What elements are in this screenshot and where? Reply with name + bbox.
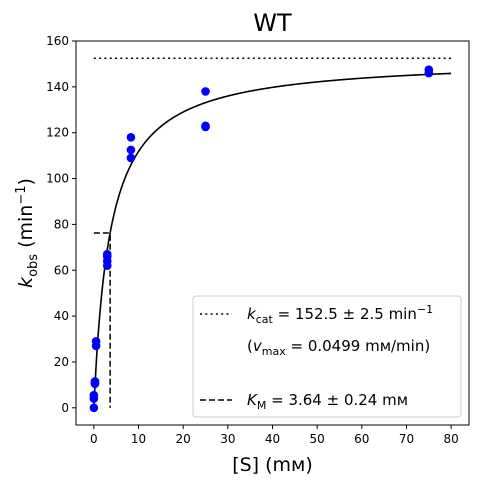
x-tick-label: 10 bbox=[131, 432, 146, 446]
x-tick-label: 50 bbox=[310, 432, 325, 446]
plot-area bbox=[89, 57, 452, 413]
data-point bbox=[424, 65, 434, 74]
data-point bbox=[201, 87, 210, 96]
legend-entry: KM = 3.64 ± 0.24 mм bbox=[247, 391, 408, 412]
y-tick-label: 100 bbox=[46, 172, 69, 186]
y-tick-label: 20 bbox=[54, 355, 69, 369]
legend-entry: kcat = 152.5 ± 2.5 min−1 bbox=[247, 303, 433, 326]
x-tick-label: 0 bbox=[90, 432, 98, 446]
data-point bbox=[91, 337, 101, 346]
fit-curve bbox=[93, 72, 452, 408]
data-point bbox=[126, 132, 136, 142]
y-tick-label: 60 bbox=[54, 263, 69, 277]
legend-box bbox=[192, 295, 462, 418]
y-tick-label: 40 bbox=[54, 309, 69, 323]
data-point bbox=[201, 121, 210, 131]
y-tick-label: 120 bbox=[46, 126, 69, 140]
x-tick-label: 70 bbox=[399, 432, 414, 446]
y-tick-label: 160 bbox=[46, 34, 69, 48]
y-tick-label: 140 bbox=[46, 80, 69, 94]
data-point bbox=[102, 252, 112, 261]
chart-title: WT bbox=[253, 9, 292, 37]
y-tick-label: 0 bbox=[61, 401, 69, 415]
data-point bbox=[89, 403, 99, 413]
x-tick-label: 30 bbox=[220, 432, 235, 446]
x-tick-label: 20 bbox=[176, 432, 191, 446]
km-line bbox=[93, 232, 111, 408]
x-axis-label: [S] (mм) bbox=[232, 454, 313, 476]
y-axis-label: kobs (min−1) bbox=[14, 178, 41, 288]
y-tick-label: 80 bbox=[54, 217, 69, 231]
data-point bbox=[126, 153, 136, 163]
x-axis-ticks: 0 10 20 30 40 50 60 70 80 bbox=[90, 425, 459, 446]
x-tick-label: 40 bbox=[265, 432, 280, 446]
x-tick-label: 60 bbox=[354, 432, 369, 446]
y-axis-ticks: 0 20 40 60 80 100 120 140 160 bbox=[46, 34, 76, 415]
x-tick-label: 80 bbox=[443, 432, 458, 446]
data-point bbox=[90, 379, 100, 389]
data-point bbox=[126, 145, 136, 155]
data-point bbox=[89, 390, 99, 400]
legend: kcat = 152.5 ± 2.5 min−1 (vmax = 0.0499 m… bbox=[192, 295, 462, 418]
legend-entry: (vmax = 0.0499 mм/min) bbox=[247, 337, 430, 358]
